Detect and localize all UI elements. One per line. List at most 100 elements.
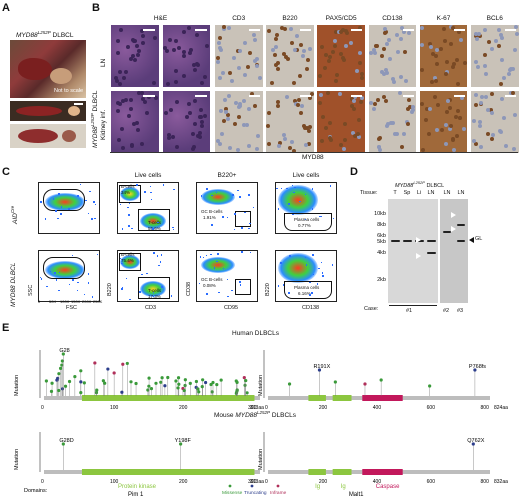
- cell-dot: [471, 139, 476, 144]
- cell-dot: [479, 145, 484, 150]
- cell-dot: [217, 41, 222, 46]
- mutation-lollipop: [93, 361, 97, 365]
- event-dot: [89, 190, 91, 193]
- spleen-shape: [16, 106, 62, 116]
- nucleus-dot: [116, 50, 121, 55]
- axis-y-label: CD38: [186, 281, 192, 296]
- cell-dot: [273, 53, 278, 58]
- spleen-scalebar: [74, 103, 83, 105]
- panel-b-group-sup: L252P: [90, 113, 95, 127]
- nucleus-dot: [118, 27, 123, 32]
- event-dot: [149, 185, 152, 188]
- cell-dot: [327, 135, 332, 140]
- cell-dot: [434, 47, 439, 52]
- gc-pct: 0.08%: [203, 283, 216, 288]
- event-dot: [321, 272, 324, 274]
- size-marker-label: 5kb: [377, 239, 386, 245]
- cell-dot: [237, 103, 242, 108]
- nucleus-dot: [162, 45, 167, 50]
- cell-dot: [395, 50, 400, 55]
- gl-arrowhead-icon: [469, 237, 474, 243]
- event-dot: [83, 293, 86, 296]
- scalebar: [194, 29, 207, 31]
- cell-dot: [411, 107, 416, 112]
- nucleus-dot: [120, 99, 125, 104]
- myd88-label: MYD88 DLBCL: [10, 262, 17, 307]
- legend-label: Truncating: [244, 490, 267, 496]
- cell-dot: [490, 91, 495, 96]
- residue-tick-label: 300: [248, 405, 257, 411]
- cell-dot: [228, 70, 233, 75]
- cell-dot: [253, 59, 258, 64]
- panel-e-human-title: Human DLBCLs: [232, 330, 279, 337]
- cell-dot: [285, 94, 290, 99]
- residue-tick-label: 400: [373, 479, 382, 485]
- nucleus-dot: [192, 67, 197, 72]
- event-dot: [309, 294, 311, 296]
- event-dot: [249, 251, 252, 254]
- cell-dot: [320, 138, 325, 143]
- cell-dot: [267, 28, 272, 33]
- event-dot: [331, 264, 334, 266]
- residue-tick-label: 200: [319, 405, 328, 411]
- case-number: #3: [457, 308, 464, 314]
- event-dot: [234, 213, 236, 215]
- cell-dot: [394, 33, 399, 38]
- event-dot: [200, 195, 203, 197]
- cell-dot: [375, 97, 380, 102]
- mutation-lollipop: [79, 390, 83, 395]
- cell-dot: [236, 114, 241, 119]
- cell-dot: [383, 30, 388, 35]
- nucleus-dot: [147, 94, 152, 99]
- nucleus-dot: [123, 98, 128, 103]
- residue-tick-label: 0: [265, 479, 268, 485]
- nucleus-dot: [132, 57, 137, 62]
- cell-dot: [391, 76, 396, 81]
- nucleus-dot: [198, 115, 203, 120]
- mutation-lollipop: [159, 380, 163, 384]
- cell-dot: [445, 69, 450, 74]
- mutation-lollipop: [57, 388, 61, 393]
- event-dot: [162, 184, 165, 186]
- cell-dot: [280, 26, 285, 31]
- event-dot: [222, 216, 224, 218]
- ihc-micrograph-tile: [265, 90, 315, 154]
- fsc-tick-label: 200K: [82, 299, 92, 304]
- cell-dot: [255, 56, 260, 61]
- cell-dot: [476, 31, 481, 36]
- mutation-lollipop: [211, 380, 215, 385]
- caspase-domain: [362, 469, 403, 475]
- event-dot: [291, 184, 294, 187]
- nucleus-dot: [200, 81, 205, 86]
- organ-spleen-shape: [18, 58, 52, 80]
- cell-dot: [344, 30, 349, 35]
- density-cloud: [201, 189, 235, 205]
- event-dot: [226, 278, 229, 281]
- ihc-micrograph-tile: [418, 90, 469, 154]
- nucleus-dot: [131, 38, 136, 43]
- event-dot: [71, 254, 74, 257]
- mutation-lollipop: [163, 384, 167, 388]
- panel-e-mouse-title-suffix: DLBCLs: [270, 412, 297, 420]
- nucleus-dot: [114, 75, 119, 80]
- event-dot: [173, 188, 175, 191]
- nucleus-dot: [153, 95, 158, 100]
- nucleus-dot: [195, 32, 200, 37]
- event-dot: [320, 261, 323, 264]
- event-dot: [248, 227, 250, 230]
- cell-dot: [233, 122, 238, 127]
- cell-dot: [502, 75, 507, 80]
- mutation-lollipop: [317, 368, 322, 372]
- nucleus-dot: [166, 136, 171, 141]
- cell-dot: [267, 142, 272, 147]
- cell-dot: [342, 146, 347, 151]
- cell-dot: [506, 71, 511, 76]
- panel-b-col-header: PAX5/CD5: [325, 15, 357, 22]
- cell-dot: [473, 102, 478, 107]
- nucleus-dot: [170, 134, 175, 139]
- size-marker-label: 4kb: [377, 250, 386, 256]
- case-number: #2: [443, 308, 450, 314]
- germline-band: [391, 240, 400, 242]
- cell-dot: [358, 99, 363, 104]
- cell-dot: [218, 35, 222, 40]
